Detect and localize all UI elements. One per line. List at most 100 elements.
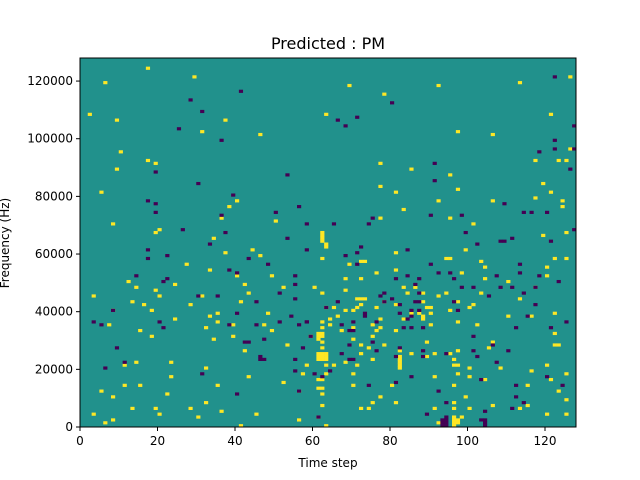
heatmap-cell-high <box>529 369 534 373</box>
heatmap-cell-high <box>486 346 492 350</box>
heatmap-cell-low <box>444 421 449 425</box>
heatmap-cell-high <box>184 262 189 266</box>
heatmap-cell-low <box>277 320 282 324</box>
heatmap-cell-low <box>343 254 348 258</box>
y-tick-label: 60000 <box>35 247 73 261</box>
heatmap-cell-low <box>545 210 550 214</box>
plot-area <box>80 58 577 428</box>
heatmap-cell-high <box>219 409 224 413</box>
heatmap-cell-low <box>533 285 538 289</box>
heatmap-cell-low <box>397 346 402 350</box>
heatmap-cell-high <box>324 363 329 367</box>
heatmap-cell-low <box>572 228 577 232</box>
heatmap-cell-high <box>328 323 333 327</box>
heatmap-cell-low <box>293 297 298 301</box>
heatmap-cell-high <box>281 285 286 289</box>
heatmap-cell-high <box>200 294 205 298</box>
heatmap-cell-high <box>455 363 461 367</box>
heatmap-cell-low <box>161 326 166 330</box>
heatmap-cell-high <box>452 363 457 367</box>
heatmap-cell-high <box>351 326 356 330</box>
heatmap-cell-high <box>366 346 371 350</box>
heatmap-cell-high <box>548 190 554 194</box>
heatmap-cell-low <box>483 424 488 428</box>
heatmap-cell-low <box>545 375 550 379</box>
heatmap-cell-high <box>483 377 488 382</box>
heatmap-cell-low <box>421 349 426 353</box>
heatmap-cell-low <box>277 291 282 295</box>
x-axis-label: Time step <box>297 456 357 470</box>
heatmap-cell-high <box>409 352 414 356</box>
heatmap-cell-high <box>107 323 112 327</box>
heatmap-cell-low <box>514 383 519 387</box>
heatmap-cell-high <box>409 167 414 171</box>
heatmap-cell-high <box>215 383 220 387</box>
heatmap-cell-high <box>111 395 116 399</box>
heatmap-cell-low <box>514 395 519 399</box>
heatmap-cell-high <box>320 403 325 408</box>
heatmap-cell-low <box>510 236 515 240</box>
heatmap-cell-low <box>409 326 414 330</box>
heatmap-cell-high <box>355 305 360 310</box>
heatmap-cell-high <box>111 222 116 226</box>
heatmap-cell-low <box>188 98 193 102</box>
heatmap-cell-high <box>351 372 356 376</box>
heatmap-cell-low <box>246 256 251 261</box>
heatmap-cell-high <box>324 372 329 376</box>
heatmap-cell-low <box>382 291 387 295</box>
heatmap-cell-high <box>246 375 251 379</box>
heatmap-cell-high <box>211 337 216 341</box>
heatmap-cell-low <box>293 282 298 287</box>
heatmap-cell-high <box>564 398 569 402</box>
heatmap-cell-low <box>219 138 224 142</box>
heatmap-cell-high <box>362 297 368 301</box>
heatmap-cell-high <box>281 380 286 385</box>
heatmap-cell-high <box>444 256 449 261</box>
heatmap-cell-high <box>483 265 488 269</box>
heatmap-cell-high <box>448 352 453 356</box>
heatmap-cell-high <box>452 424 457 428</box>
heatmap-cell-low <box>471 334 476 338</box>
heatmap-cell-high <box>378 395 383 399</box>
heatmap-cell-low <box>258 357 263 361</box>
heatmap-cell-high <box>138 328 143 333</box>
heatmap-cell-high <box>366 406 371 410</box>
heatmap-cell-high <box>242 282 247 287</box>
heatmap-cell-high <box>258 254 263 258</box>
heatmap-cell-high <box>448 173 453 177</box>
heatmap-cell-high <box>200 130 205 134</box>
heatmap-cell-low <box>339 323 344 327</box>
heatmap-cell-high <box>397 357 402 361</box>
heatmap-cell-low <box>483 418 488 422</box>
heatmap-cell-low <box>556 279 561 284</box>
heatmap-cell-high <box>568 75 573 79</box>
heatmap-cell-high <box>452 401 457 405</box>
heatmap-cell-high <box>316 386 321 390</box>
heatmap-cell-high <box>359 343 364 347</box>
x-tick-label: 120 <box>534 434 557 448</box>
heatmap-cell-high <box>153 161 158 165</box>
heatmap-cell-high <box>320 291 325 295</box>
heatmap-cell-high <box>328 317 333 321</box>
x-tick-label: 20 <box>150 434 165 448</box>
heatmap-cell-high <box>312 285 317 289</box>
heatmap-cell-high <box>490 132 495 137</box>
heatmap-cell-low <box>471 285 476 289</box>
heatmap-cell-low <box>498 239 503 243</box>
heatmap-cell-high <box>428 323 433 327</box>
heatmap-cell-low <box>475 354 480 359</box>
heatmap-cell-low <box>440 424 445 428</box>
x-axis: 0 20 40 60 80 100 120 <box>76 427 556 448</box>
y-tick-label: 40000 <box>35 305 73 319</box>
heatmap-cell-high <box>533 196 538 200</box>
heatmap-cell-high <box>541 181 546 186</box>
heatmap-cell-high <box>153 406 158 410</box>
heatmap-cell-low <box>200 109 205 114</box>
heatmap-cell-high <box>335 314 340 318</box>
heatmap-cell-high <box>258 132 263 137</box>
heatmap-cell-high <box>517 297 523 301</box>
heatmap-cell-high <box>211 236 216 240</box>
heatmap-cell-high <box>320 386 325 390</box>
heatmap-cell-high <box>235 199 240 203</box>
heatmap-cell-high <box>436 421 441 425</box>
